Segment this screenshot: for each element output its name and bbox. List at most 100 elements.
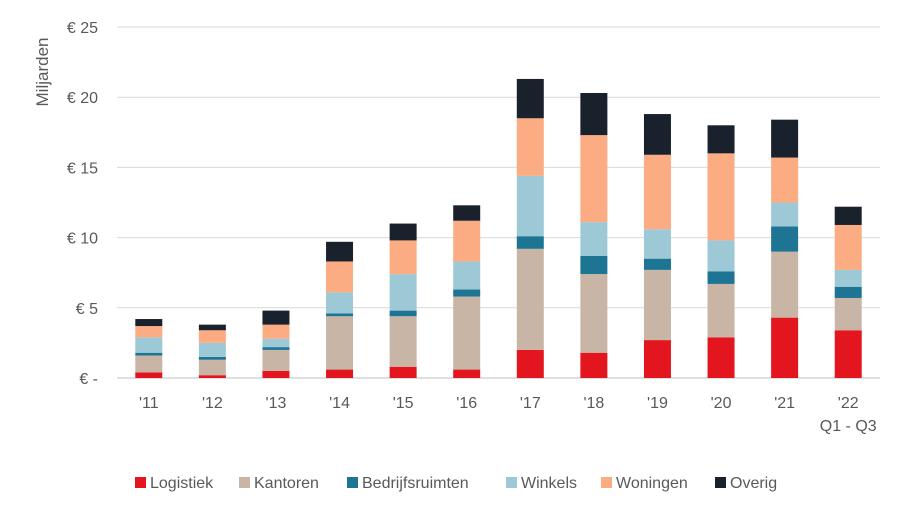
- legend-swatch: [135, 477, 146, 488]
- y-tick-label: € 5: [76, 301, 98, 318]
- bar-segment-winkels: [326, 292, 354, 314]
- bar-segment-winkels: [771, 202, 799, 227]
- bar-segment-logistiek: [389, 366, 417, 378]
- bar-segment-logistiek: [771, 317, 799, 378]
- bar-segment-bedrijfsruimten: [643, 258, 671, 270]
- x-tick-label: '19: [647, 395, 668, 412]
- bar-segment-logistiek: [580, 352, 608, 378]
- legend-item-woningen: Woningen: [601, 475, 688, 492]
- bar-segment-bedrijfsruimten: [771, 226, 799, 252]
- bar-segment-logistiek: [834, 330, 862, 378]
- y-tick-label: € 10: [67, 231, 98, 248]
- x-tick-label: '11: [139, 395, 159, 412]
- bar-segment-kantoren: [453, 296, 481, 370]
- x-axis-ticks: '11 '12 '13 '14 '15 '16 '17 '18 '19 '20 '21 '22 Q1 -…: [139, 395, 877, 435]
- bar-segment-winkels: [262, 338, 290, 348]
- y-tick-label: € -: [79, 371, 98, 388]
- bar-segment-logistiek: [262, 370, 290, 378]
- bar-segment-winkels: [135, 337, 163, 353]
- y-tick-label: € 15: [67, 160, 98, 177]
- bar-segment-kantoren: [707, 283, 735, 338]
- y-tick-label: € 20: [67, 90, 98, 107]
- legend-item-winkels: Winkels: [506, 475, 577, 492]
- legend-swatch: [239, 477, 250, 488]
- bar-segment-winkels: [389, 274, 417, 311]
- x-tick-label: '21: [774, 395, 795, 412]
- legend-item-kantoren: Kantoren: [239, 475, 319, 492]
- legend-label: Overig: [730, 475, 777, 492]
- bar-segment-winkels: [834, 269, 862, 287]
- bar-segment-winkels: [643, 229, 671, 259]
- bar-segment-bedrijfsruimten: [580, 255, 608, 275]
- y-tick-label: € 25: [67, 20, 98, 37]
- bar-segment-winkels: [453, 261, 481, 290]
- bar-segment-winkels: [707, 240, 735, 272]
- bar-segment-bedrijfsruimten: [453, 289, 481, 297]
- x-tick-label: '13: [266, 395, 287, 412]
- bar-segment-woningen: [834, 224, 862, 270]
- x-tick-label: '20: [711, 395, 732, 412]
- bar-segment-overig: [135, 319, 163, 327]
- bar-segment-kantoren: [771, 251, 799, 318]
- bar-segment-logistiek: [326, 369, 354, 378]
- legend: Logistiek Kantoren Bedrijfsruimten Winkels W…: [135, 475, 777, 492]
- bar-segment-woningen: [262, 324, 290, 339]
- legend-label: Kantoren: [254, 475, 319, 492]
- bar-segment-winkels: [198, 342, 226, 357]
- legend-swatch: [347, 477, 358, 488]
- y-axis-label: Miljarden: [33, 38, 52, 107]
- bar-segment-logistiek: [643, 340, 671, 378]
- bar-segment-overig: [198, 324, 226, 331]
- bar-segment-overig: [389, 223, 417, 241]
- bar-segment-kantoren: [580, 274, 608, 353]
- bar-segment-overig: [707, 125, 735, 154]
- legend-item-bedrijfsruimten: Bedrijfsruimten: [347, 475, 469, 492]
- bar-segment-winkels: [516, 175, 544, 237]
- bar-segment-overig: [771, 119, 799, 158]
- legend-label: Logistiek: [150, 475, 214, 492]
- x-tick-label: '16: [456, 395, 477, 412]
- bar-segment-kantoren: [643, 269, 671, 341]
- bar-segment-bedrijfsruimten: [834, 286, 862, 298]
- bar-segment-logistiek: [516, 349, 544, 378]
- legend-item-logistiek: Logistiek: [135, 475, 214, 492]
- x-tick-label: '14: [329, 395, 350, 412]
- bar-segment-bedrijfsruimten: [707, 271, 735, 284]
- x-tick-label: '17: [520, 395, 541, 412]
- y-axis-ticks: € - € 5 € 10 € 15 € 20 € 25: [67, 20, 98, 388]
- bar-segment-bedrijfsruimten: [198, 356, 226, 360]
- bar-segment-overig: [453, 205, 481, 221]
- x-tick-sublabel: Q1 - Q3: [820, 418, 877, 435]
- bar-segment-kantoren: [198, 359, 226, 376]
- bars: [135, 78, 862, 378]
- bar-segment-bedrijfsruimten: [135, 352, 163, 356]
- bar-segment-overig: [262, 310, 290, 325]
- x-tick-label: '22: [838, 395, 859, 412]
- bar-segment-woningen: [580, 135, 608, 223]
- bar-segment-logistiek: [707, 337, 735, 378]
- bar-segment-bedrijfsruimten: [389, 310, 417, 317]
- legend-swatch: [601, 477, 612, 488]
- legend-swatch: [506, 477, 517, 488]
- legend-swatch: [715, 477, 726, 488]
- bar-segment-woningen: [326, 261, 354, 293]
- gridlines: [117, 26, 880, 379]
- bar-segment-kantoren: [389, 316, 417, 367]
- bar-segment-woningen: [516, 118, 544, 176]
- bar-segment-overig: [643, 114, 671, 155]
- bar-segment-bedrijfsruimten: [262, 347, 290, 350]
- bar-segment-kantoren: [262, 349, 290, 371]
- bar-segment-bedrijfsruimten: [326, 313, 354, 317]
- bar-segment-overig: [326, 241, 354, 262]
- bar-segment-overig: [580, 92, 608, 136]
- bar-segment-logistiek: [135, 372, 163, 378]
- bar-segment-kantoren: [834, 297, 862, 331]
- bar-segment-logistiek: [198, 375, 226, 378]
- bar-segment-woningen: [453, 220, 481, 262]
- x-tick-label: '12: [202, 395, 223, 412]
- legend-label: Winkels: [521, 475, 577, 492]
- bar-segment-kantoren: [326, 316, 354, 370]
- bar-segment-woningen: [707, 153, 735, 241]
- x-tick-label: '15: [393, 395, 414, 412]
